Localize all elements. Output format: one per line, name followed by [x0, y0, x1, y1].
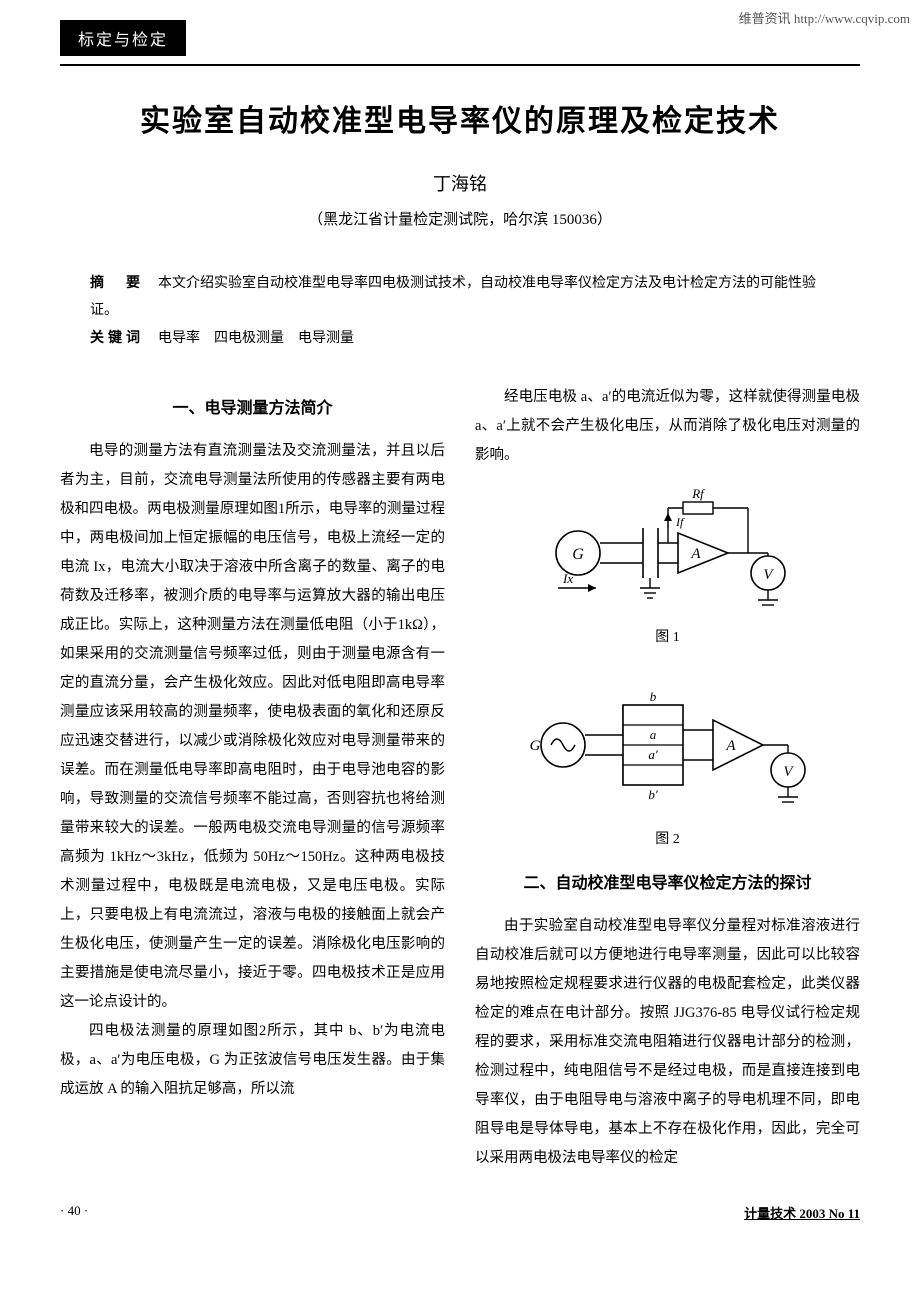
keywords-line: 关键词 电导率 四电极测量 电导测量: [90, 324, 830, 353]
keywords-label: 关键词: [90, 329, 144, 345]
article-title: 实验室自动校准型电导率仪的原理及检定技术: [60, 96, 860, 140]
journal-info: 计量技术 2003 No 11: [744, 1203, 860, 1222]
figure-2: G b a a′ b′: [475, 670, 860, 820]
page-footer: · 40 · 计量技术 2003 No 11: [60, 1203, 860, 1222]
section-2-heading: 二、自动校准型电导率仪检定方法的探讨: [475, 868, 860, 900]
right-p1: 由于实验室自动校准型电导率仪分量程对标准溶液进行自动校准后就可以方便地进行电导率…: [475, 912, 860, 1173]
abstract-label: 摘 要: [90, 274, 144, 290]
top-rule: [60, 64, 860, 66]
svg-text:If: If: [675, 515, 685, 529]
svg-text:b: b: [649, 689, 656, 704]
left-p2: 四电极法测量的原理如图2所示，其中 b、b′为电流电极，a、a′为电压电极，G …: [60, 1017, 445, 1104]
svg-text:a: a: [649, 727, 656, 742]
abstract-block: 摘 要 本文介绍实验室自动校准型电导率四电极测试技术，自动校准电导率仪检定方法及…: [90, 269, 830, 353]
source-link: 维普资讯 http://www.cqvip.com: [739, 8, 910, 27]
figure-2-svg: G b a a′ b′: [513, 670, 823, 820]
svg-text:Rf: Rf: [691, 488, 706, 501]
affiliation: （黑龙江省计量检定测试院，哈尔滨 150036）: [60, 208, 860, 229]
figure-1-caption: 图 1: [475, 624, 860, 652]
two-column-body: 一、电导测量方法简介 电导的测量方法有直流测量法及交流测量法，并且以后者为主，目…: [60, 383, 860, 1173]
svg-text:A: A: [725, 738, 736, 754]
svg-text:a′: a′: [648, 747, 658, 762]
svg-text:G: G: [572, 546, 584, 563]
left-p1: 电导的测量方法有直流测量法及交流测量法，并且以后者为主，目前，交流电导测量法所使…: [60, 437, 445, 1017]
left-column: 一、电导测量方法简介 电导的测量方法有直流测量法及交流测量法，并且以后者为主，目…: [60, 383, 445, 1173]
figure-2-caption: 图 2: [475, 826, 860, 854]
right-p0: 经电压电极 a、a′的电流近似为零，这样就使得测量电极 a、a′上就不会产生极化…: [475, 383, 860, 470]
figure-1: G Ix: [475, 488, 860, 618]
author: 丁海铭: [60, 170, 860, 196]
svg-text:b′: b′: [648, 787, 658, 802]
svg-text:Ix: Ix: [562, 571, 573, 586]
figure-1-svg: G Ix: [518, 488, 818, 618]
svg-text:G: G: [529, 738, 540, 754]
keywords-text: 电导率 四电极测量 电导测量: [144, 331, 354, 346]
abstract-line: 摘 要 本文介绍实验室自动校准型电导率四电极测试技术，自动校准电导率仪检定方法及…: [90, 269, 830, 324]
svg-text:A: A: [690, 546, 701, 562]
section-tag: 标定与检定: [60, 20, 186, 56]
page-number: · 40 ·: [60, 1203, 88, 1222]
abstract-text: 本文介绍实验室自动校准型电导率四电极测试技术，自动校准电导率仪检定方法及电计检定…: [90, 276, 816, 318]
right-column: 经电压电极 a、a′的电流近似为零，这样就使得测量电极 a、a′上就不会产生极化…: [475, 383, 860, 1173]
section-1-heading: 一、电导测量方法简介: [60, 393, 445, 425]
